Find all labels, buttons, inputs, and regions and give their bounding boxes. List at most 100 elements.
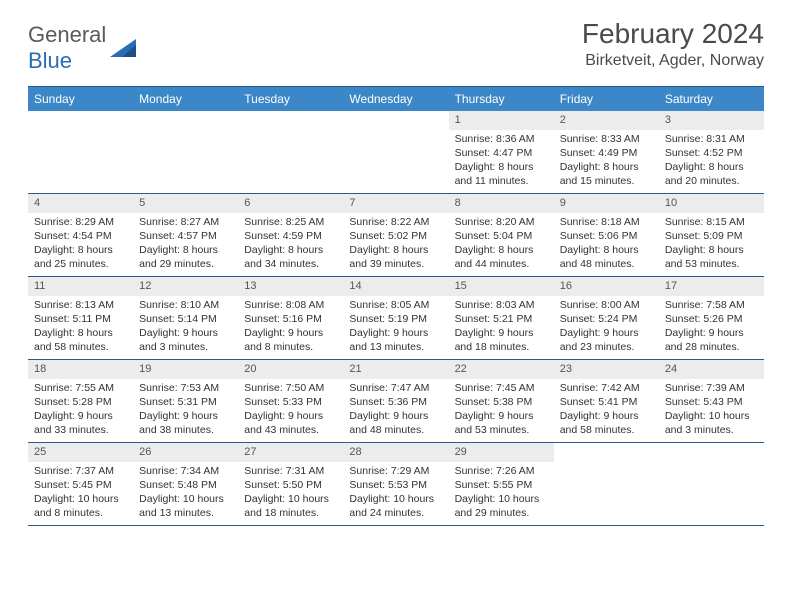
day-cell: 13Sunrise: 8:08 AMSunset: 5:16 PMDayligh… — [238, 277, 343, 359]
daylight-line: Daylight: 8 hours and 15 minutes. — [560, 160, 653, 188]
sunset-line: Sunset: 4:52 PM — [665, 146, 758, 160]
sunrise-line: Sunrise: 7:39 AM — [665, 381, 758, 395]
daylight-line: Daylight: 10 hours and 3 minutes. — [665, 409, 758, 437]
sunrise-line: Sunrise: 8:00 AM — [560, 298, 653, 312]
daylight-line: Daylight: 8 hours and 20 minutes. — [665, 160, 758, 188]
sunset-line: Sunset: 4:57 PM — [139, 229, 232, 243]
week-row: 18Sunrise: 7:55 AMSunset: 5:28 PMDayligh… — [28, 360, 764, 443]
daylight-line: Daylight: 9 hours and 18 minutes. — [455, 326, 548, 354]
day-info: Sunrise: 8:00 AMSunset: 5:24 PMDaylight:… — [554, 296, 659, 359]
day-number: 27 — [238, 443, 343, 462]
sunrise-line: Sunrise: 8:13 AM — [34, 298, 127, 312]
daylight-line: Daylight: 9 hours and 53 minutes. — [455, 409, 548, 437]
day-cell: 14Sunrise: 8:05 AMSunset: 5:19 PMDayligh… — [343, 277, 448, 359]
weekday-label: Monday — [133, 87, 238, 111]
day-number: 18 — [28, 360, 133, 379]
weekday-label: Saturday — [659, 87, 764, 111]
sunset-line: Sunset: 5:55 PM — [455, 478, 548, 492]
day-info: Sunrise: 8:20 AMSunset: 5:04 PMDaylight:… — [449, 213, 554, 276]
week-row: ........1Sunrise: 8:36 AMSunset: 4:47 PM… — [28, 111, 764, 194]
sunset-line: Sunset: 5:43 PM — [665, 395, 758, 409]
day-info: Sunrise: 8:13 AMSunset: 5:11 PMDaylight:… — [28, 296, 133, 359]
empty-cell: .. — [133, 111, 238, 193]
sunset-line: Sunset: 5:24 PM — [560, 312, 653, 326]
day-info: Sunrise: 7:34 AMSunset: 5:48 PMDaylight:… — [133, 462, 238, 525]
sunrise-line: Sunrise: 7:55 AM — [34, 381, 127, 395]
day-info: Sunrise: 8:10 AMSunset: 5:14 PMDaylight:… — [133, 296, 238, 359]
day-cell: 29Sunrise: 7:26 AMSunset: 5:55 PMDayligh… — [449, 443, 554, 525]
day-number: 28 — [343, 443, 448, 462]
sunset-line: Sunset: 5:38 PM — [455, 395, 548, 409]
daylight-line: Daylight: 9 hours and 23 minutes. — [560, 326, 653, 354]
sunset-line: Sunset: 4:49 PM — [560, 146, 653, 160]
day-number: 8 — [449, 194, 554, 213]
day-cell: 16Sunrise: 8:00 AMSunset: 5:24 PMDayligh… — [554, 277, 659, 359]
sunset-line: Sunset: 5:50 PM — [244, 478, 337, 492]
day-info: Sunrise: 7:53 AMSunset: 5:31 PMDaylight:… — [133, 379, 238, 442]
sunset-line: Sunset: 5:16 PM — [244, 312, 337, 326]
day-number: 6 — [238, 194, 343, 213]
day-cell: 3Sunrise: 8:31 AMSunset: 4:52 PMDaylight… — [659, 111, 764, 193]
weekday-label: Friday — [554, 87, 659, 111]
day-number: 15 — [449, 277, 554, 296]
day-cell: 10Sunrise: 8:15 AMSunset: 5:09 PMDayligh… — [659, 194, 764, 276]
day-cell: 11Sunrise: 8:13 AMSunset: 5:11 PMDayligh… — [28, 277, 133, 359]
header: General Blue February 2024 Birketveit, A… — [28, 18, 764, 74]
sunset-line: Sunset: 5:06 PM — [560, 229, 653, 243]
day-cell: 2Sunrise: 8:33 AMSunset: 4:49 PMDaylight… — [554, 111, 659, 193]
day-cell: 27Sunrise: 7:31 AMSunset: 5:50 PMDayligh… — [238, 443, 343, 525]
day-info: Sunrise: 7:31 AMSunset: 5:50 PMDaylight:… — [238, 462, 343, 525]
day-number: 14 — [343, 277, 448, 296]
day-number: 16 — [554, 277, 659, 296]
day-info: Sunrise: 7:58 AMSunset: 5:26 PMDaylight:… — [659, 296, 764, 359]
day-cell: 19Sunrise: 7:53 AMSunset: 5:31 PMDayligh… — [133, 360, 238, 442]
day-cell: 6Sunrise: 8:25 AMSunset: 4:59 PMDaylight… — [238, 194, 343, 276]
day-number: 7 — [343, 194, 448, 213]
sunset-line: Sunset: 5:19 PM — [349, 312, 442, 326]
sunset-line: Sunset: 4:47 PM — [455, 146, 548, 160]
sunrise-line: Sunrise: 8:29 AM — [34, 215, 127, 229]
sunset-line: Sunset: 5:04 PM — [455, 229, 548, 243]
day-info: Sunrise: 8:03 AMSunset: 5:21 PMDaylight:… — [449, 296, 554, 359]
day-info: Sunrise: 7:47 AMSunset: 5:36 PMDaylight:… — [343, 379, 448, 442]
day-info: Sunrise: 7:55 AMSunset: 5:28 PMDaylight:… — [28, 379, 133, 442]
daylight-line: Daylight: 9 hours and 3 minutes. — [139, 326, 232, 354]
day-info: Sunrise: 7:26 AMSunset: 5:55 PMDaylight:… — [449, 462, 554, 525]
day-number: 24 — [659, 360, 764, 379]
day-number: 22 — [449, 360, 554, 379]
sunrise-line: Sunrise: 7:45 AM — [455, 381, 548, 395]
day-cell: 8Sunrise: 8:20 AMSunset: 5:04 PMDaylight… — [449, 194, 554, 276]
sunrise-line: Sunrise: 8:27 AM — [139, 215, 232, 229]
sunset-line: Sunset: 5:26 PM — [665, 312, 758, 326]
sunrise-line: Sunrise: 7:37 AM — [34, 464, 127, 478]
day-number: 1 — [449, 111, 554, 130]
daylight-line: Daylight: 8 hours and 58 minutes. — [34, 326, 127, 354]
daylight-line: Daylight: 8 hours and 48 minutes. — [560, 243, 653, 271]
day-cell: 20Sunrise: 7:50 AMSunset: 5:33 PMDayligh… — [238, 360, 343, 442]
week-row: 25Sunrise: 7:37 AMSunset: 5:45 PMDayligh… — [28, 443, 764, 526]
sunrise-line: Sunrise: 7:29 AM — [349, 464, 442, 478]
logo-text: General Blue — [28, 22, 106, 74]
weekday-label: Sunday — [28, 87, 133, 111]
day-info: Sunrise: 8:33 AMSunset: 4:49 PMDaylight:… — [554, 130, 659, 193]
day-number: 12 — [133, 277, 238, 296]
day-cell: 23Sunrise: 7:42 AMSunset: 5:41 PMDayligh… — [554, 360, 659, 442]
daylight-line: Daylight: 9 hours and 38 minutes. — [139, 409, 232, 437]
daylight-line: Daylight: 10 hours and 13 minutes. — [139, 492, 232, 520]
daylight-line: Daylight: 9 hours and 33 minutes. — [34, 409, 127, 437]
daylight-line: Daylight: 9 hours and 13 minutes. — [349, 326, 442, 354]
daylight-line: Daylight: 9 hours and 48 minutes. — [349, 409, 442, 437]
week-row: 4Sunrise: 8:29 AMSunset: 4:54 PMDaylight… — [28, 194, 764, 277]
logo-text-blue: Blue — [28, 48, 72, 73]
day-info: Sunrise: 8:36 AMSunset: 4:47 PMDaylight:… — [449, 130, 554, 193]
daylight-line: Daylight: 9 hours and 8 minutes. — [244, 326, 337, 354]
daylight-line: Daylight: 8 hours and 25 minutes. — [34, 243, 127, 271]
daylight-line: Daylight: 9 hours and 58 minutes. — [560, 409, 653, 437]
daylight-line: Daylight: 10 hours and 24 minutes. — [349, 492, 442, 520]
day-number: 2 — [554, 111, 659, 130]
day-cell: 7Sunrise: 8:22 AMSunset: 5:02 PMDaylight… — [343, 194, 448, 276]
sunrise-line: Sunrise: 7:50 AM — [244, 381, 337, 395]
sunrise-line: Sunrise: 8:36 AM — [455, 132, 548, 146]
sunrise-line: Sunrise: 7:42 AM — [560, 381, 653, 395]
day-number: 10 — [659, 194, 764, 213]
